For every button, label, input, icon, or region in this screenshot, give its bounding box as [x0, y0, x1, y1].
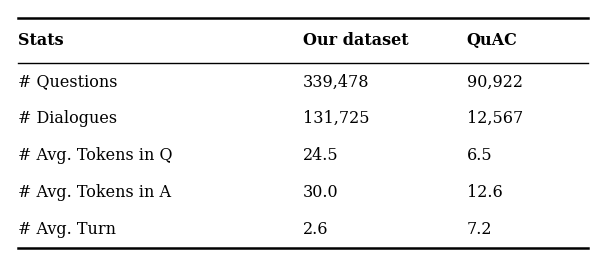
- Text: 12.6: 12.6: [467, 184, 502, 201]
- Text: 30.0: 30.0: [303, 184, 339, 201]
- Text: 339,478: 339,478: [303, 73, 370, 90]
- Text: 2.6: 2.6: [303, 221, 328, 238]
- Text: # Dialogues: # Dialogues: [18, 110, 118, 127]
- Text: # Questions: # Questions: [18, 73, 118, 90]
- Text: # Avg. Tokens in Q: # Avg. Tokens in Q: [18, 147, 173, 164]
- Text: 24.5: 24.5: [303, 147, 339, 164]
- Text: # Avg. Turn: # Avg. Turn: [18, 221, 116, 238]
- Text: 6.5: 6.5: [467, 147, 492, 164]
- Text: Our dataset: Our dataset: [303, 32, 408, 49]
- Text: Stats: Stats: [18, 32, 64, 49]
- Text: # Avg. Tokens in A: # Avg. Tokens in A: [18, 184, 171, 201]
- Text: 7.2: 7.2: [467, 221, 492, 238]
- Text: 90,922: 90,922: [467, 73, 522, 90]
- Text: 131,725: 131,725: [303, 110, 370, 127]
- Text: QuAC: QuAC: [467, 32, 518, 49]
- Text: 12,567: 12,567: [467, 110, 523, 127]
